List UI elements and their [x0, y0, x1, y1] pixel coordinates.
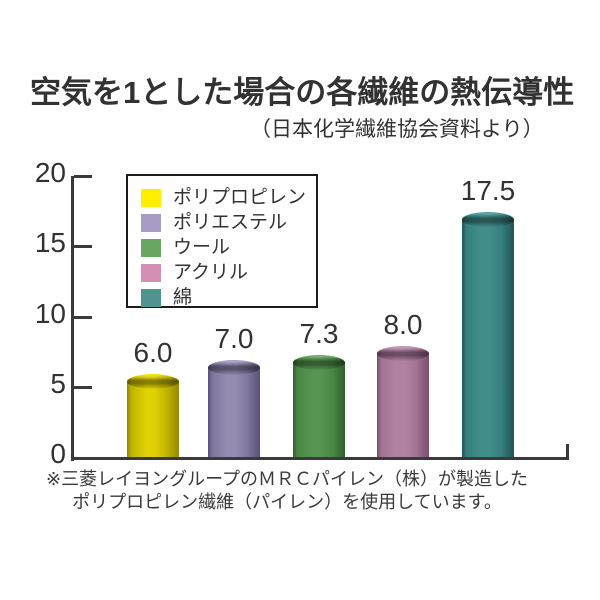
y-axis-tick	[74, 245, 92, 248]
bar-3	[293, 355, 345, 458]
x-axis-end-tick	[566, 444, 569, 460]
bar-top-cap	[293, 355, 345, 370]
y-axis-tick	[74, 316, 92, 319]
y-axis-line	[71, 176, 74, 461]
bar-top-cap	[127, 374, 179, 389]
bar-2	[208, 360, 260, 458]
bar-body	[127, 381, 179, 458]
legend-swatch	[141, 263, 161, 282]
footnote-line-2: ポリプロピレン繊維（パイレン）を使用しています。	[72, 492, 502, 512]
legend-item: ポリプロピレン	[128, 185, 316, 210]
bar-body	[293, 362, 345, 458]
bar-value-label: 6.0	[133, 337, 173, 368]
legend-swatch	[141, 288, 161, 307]
y-axis-tick-label: 20	[34, 157, 66, 188]
x-axis-line	[71, 457, 569, 460]
legend-label: ポリプロピレン	[173, 186, 307, 208]
legend-label: 綿	[173, 286, 193, 308]
legend-item: 綿	[128, 285, 316, 310]
legend: ポリプロピレン ポリエステル ウールアクリル綿	[126, 174, 318, 308]
bar-body	[208, 367, 260, 458]
bar-body	[377, 353, 429, 458]
bar-1	[127, 374, 179, 458]
bar-5	[462, 212, 514, 458]
bar-body	[462, 219, 514, 458]
bar-value-label: 7.0	[214, 323, 254, 354]
legend-item: ポリエステル	[128, 210, 316, 235]
y-axis-tick-label: 15	[34, 227, 66, 258]
legend-swatch	[141, 188, 161, 207]
legend-label: アクリル	[173, 261, 249, 283]
footnote-line-1: ※三菱レイヨングループのＭＲＣパイレン（株）が製造した	[46, 469, 528, 489]
y-axis-tick-label: 0	[50, 438, 66, 469]
legend-item: アクリル	[128, 260, 316, 285]
bar-top-cap	[208, 360, 260, 375]
bar-value-label: 7.3	[299, 318, 339, 349]
bar-value-label: 8.0	[383, 309, 423, 340]
y-axis-tick-label: 10	[34, 298, 66, 329]
bar-top-cap	[462, 212, 514, 227]
legend-label: ポリエステル	[173, 211, 288, 233]
legend-swatch	[141, 213, 161, 232]
bar-value-label: 17.5	[460, 175, 516, 206]
legend-item: ウール	[128, 235, 316, 260]
chart-title: 空気を1とした場合の各繊維の熱伝導性	[30, 75, 575, 110]
footnote: ※三菱レイヨングループのＭＲＣパイレン（株）が製造した ポリプロピレン繊維（パイ…	[0, 468, 574, 514]
legend-label: ウール	[173, 236, 231, 258]
legend-swatch	[141, 238, 161, 257]
chart-source: （日本化学繊維協会資料より）	[250, 118, 544, 141]
bar-4	[377, 346, 429, 458]
bar-top-cap	[377, 346, 429, 361]
y-axis-tick	[74, 386, 92, 389]
y-axis-tick-label: 5	[50, 368, 66, 399]
y-axis-tick	[74, 175, 92, 178]
